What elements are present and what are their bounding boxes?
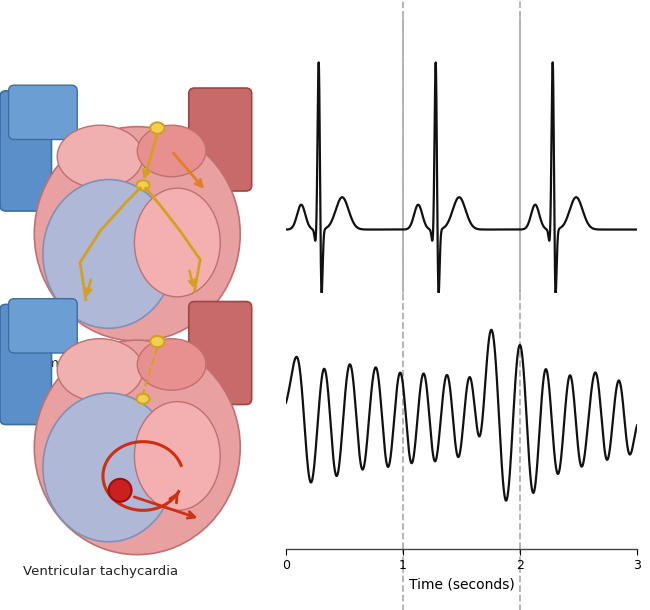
FancyBboxPatch shape	[8, 85, 77, 140]
FancyBboxPatch shape	[0, 304, 51, 425]
Ellipse shape	[43, 393, 174, 542]
FancyBboxPatch shape	[188, 301, 252, 404]
X-axis label: Time (seconds): Time (seconds)	[409, 578, 514, 592]
Ellipse shape	[57, 339, 143, 401]
Ellipse shape	[34, 340, 240, 554]
Ellipse shape	[135, 401, 220, 511]
Ellipse shape	[34, 127, 240, 341]
Ellipse shape	[135, 188, 220, 297]
Circle shape	[109, 479, 131, 502]
Ellipse shape	[150, 336, 164, 347]
FancyBboxPatch shape	[188, 88, 252, 191]
Ellipse shape	[43, 179, 174, 328]
Ellipse shape	[136, 394, 150, 404]
Ellipse shape	[150, 123, 164, 134]
Ellipse shape	[57, 125, 143, 188]
FancyBboxPatch shape	[0, 91, 51, 211]
Text: Normal heart rhythm: Normal heart rhythm	[23, 357, 163, 370]
Ellipse shape	[137, 339, 206, 390]
Ellipse shape	[137, 125, 206, 177]
FancyBboxPatch shape	[8, 299, 77, 353]
Ellipse shape	[136, 181, 150, 190]
Text: Ventricular tachycardia: Ventricular tachycardia	[23, 565, 178, 578]
